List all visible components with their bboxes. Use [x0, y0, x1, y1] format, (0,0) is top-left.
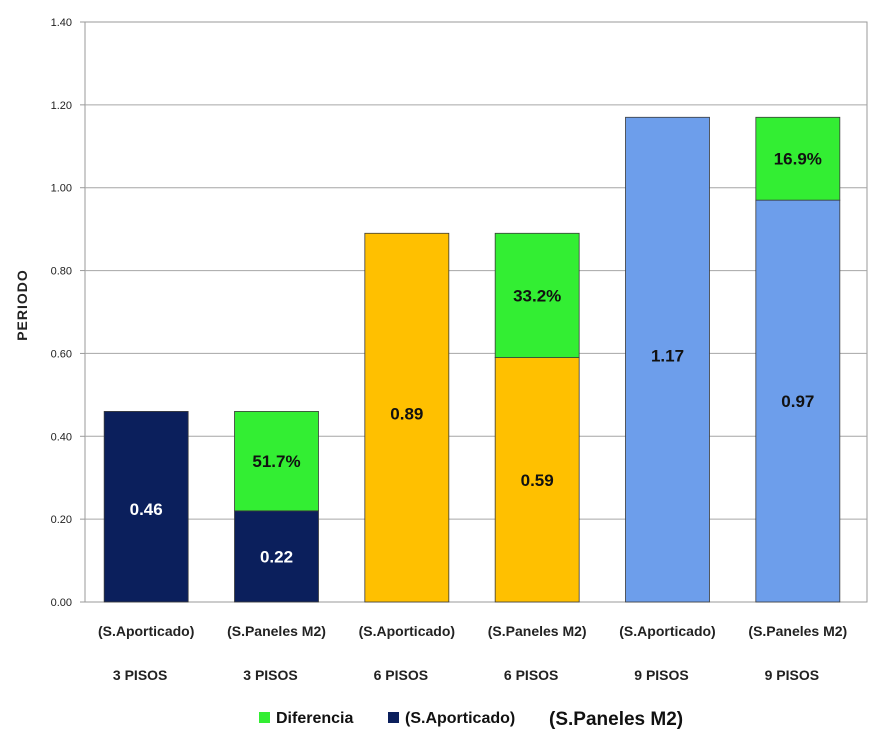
bars: 0.46 51.7% 0.22 0.89 33.2% 0.59 1.17 16.9% 0.97	[103, 116, 841, 603]
y-tick-label: 1.00	[51, 183, 72, 195]
x-category-sublabel: 6 PISOS	[374, 667, 428, 683]
y-tick-label: 0.60	[51, 348, 72, 360]
x-category-label: (S.Aporticado)	[98, 623, 194, 639]
y-tick-label: 1.40	[51, 17, 72, 29]
bar-difference	[234, 411, 319, 512]
y-axis-ticks: 0.00 0.20 0.40 0.60 0.80 1.00 1.20 1.40	[51, 17, 85, 609]
bar-difference-label: 16.9%	[774, 150, 822, 169]
bar-base	[364, 232, 450, 603]
bar-value-label: 0.89	[390, 405, 423, 424]
legend-swatch-diferencia	[259, 712, 270, 723]
bar-value-label: 0.97	[781, 392, 814, 411]
y-axis-label: PERIODO	[14, 269, 30, 341]
bar-base	[755, 199, 841, 603]
x-category-sublabel: 6 PISOS	[504, 667, 558, 683]
x-category-label: (S.Paneles M2)	[748, 623, 847, 639]
bar-difference-label: 33.2%	[513, 286, 561, 305]
x-category-label: (S.Aporticado)	[619, 623, 715, 639]
x-category-sublabel: 9 PISOS	[765, 667, 819, 683]
bar-base	[103, 411, 189, 603]
legend-extra-paneles: (S.Paneles M2)	[549, 709, 683, 730]
bar-base	[494, 357, 580, 603]
y-tick-label: 1.20	[51, 100, 72, 112]
x-category-sublabel: 3 PISOS	[243, 667, 297, 683]
y-tick-label: 0.40	[51, 431, 72, 443]
x-category-label: (S.Paneles M2)	[227, 623, 326, 639]
legend-label-diferencia: Diferencia	[276, 710, 353, 727]
y-tick-label: 0.00	[51, 597, 72, 609]
bar-value-label: 0.22	[260, 547, 293, 566]
bar-difference	[755, 116, 841, 201]
bar-base	[625, 116, 710, 603]
x-category-label: (S.Aporticado)	[359, 623, 455, 639]
x-axis-categories: (S.Aporticado) 3 PISOS (S.Paneles M2) 3 PIS…	[98, 623, 847, 683]
gridlines	[85, 104, 867, 520]
bar-value-label: 1.17	[651, 347, 684, 366]
x-category-sublabel: 3 PISOS	[113, 667, 167, 683]
legend-swatch-aporticado	[388, 712, 399, 723]
legend-label-aporticado: (S.Aporticado)	[405, 710, 515, 727]
x-category-label: (S.Paneles M2)	[488, 623, 587, 639]
bar-difference-label: 51.7%	[252, 452, 300, 471]
y-tick-label: 0.20	[51, 514, 72, 526]
x-category-sublabel: 9 PISOS	[634, 667, 688, 683]
bar-value-label: 0.59	[521, 471, 554, 490]
plot-area	[84, 21, 868, 603]
y-tick-label: 0.80	[51, 266, 72, 278]
bar-value-label: 0.46	[130, 500, 163, 519]
bar-difference	[494, 232, 580, 358]
legend: Diferencia (S.Aporticado) (S.Paneles M2)	[259, 709, 683, 730]
bar-base	[234, 510, 319, 603]
